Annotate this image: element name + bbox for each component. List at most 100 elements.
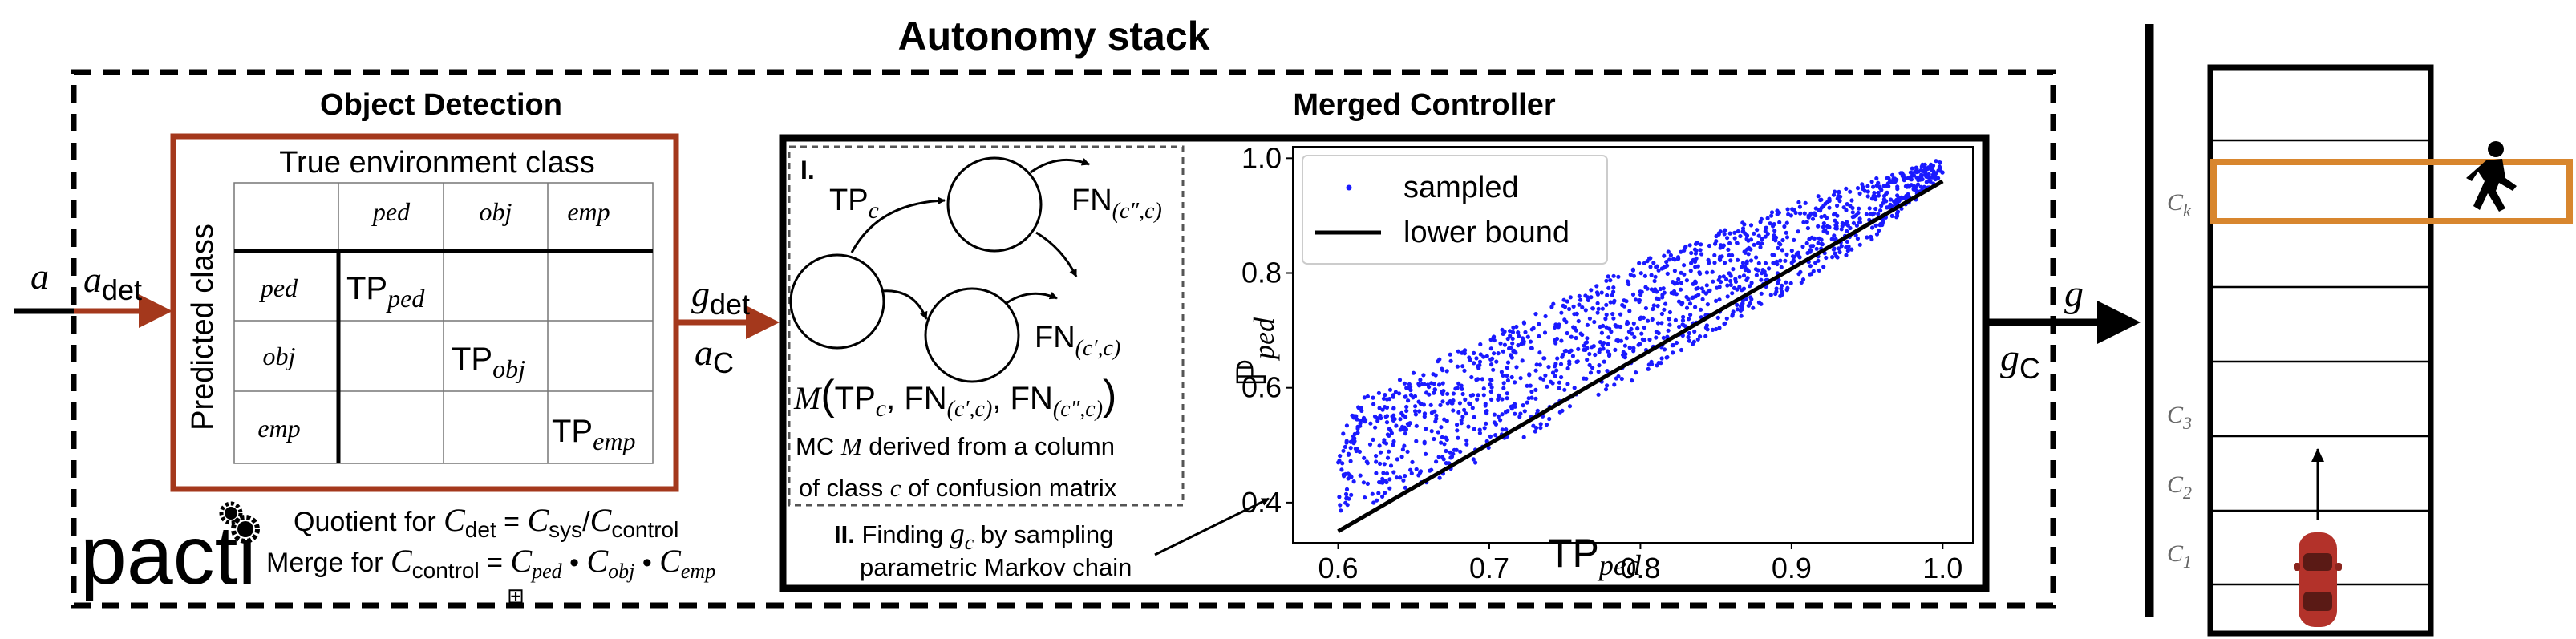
sampled-point [1819, 197, 1824, 202]
sampled-point [1855, 237, 1860, 241]
sampled-point [1662, 253, 1667, 258]
sampled-point [1668, 253, 1673, 257]
sampled-point [1546, 365, 1551, 370]
sampled-point [1936, 176, 1941, 180]
sampled-point [1589, 288, 1594, 293]
sampled-point [1439, 440, 1444, 445]
sampled-point [1649, 287, 1654, 292]
sampled-point [1906, 184, 1911, 189]
sampled-point [1874, 176, 1879, 181]
sampled-point [1613, 323, 1618, 328]
sampled-point [1817, 268, 1821, 273]
sampled-point [1796, 272, 1801, 277]
sampled-point [1383, 405, 1387, 410]
sampled-point [1857, 242, 1862, 247]
sampled-point [1714, 298, 1719, 303]
sampled-point [1927, 175, 1933, 180]
scatter-chart: 0.6 0.7 0.8 0.9 1.0 0.40.60.81.0 TPped ℙped … [1229, 141, 1974, 584]
sampled-point [1723, 228, 1727, 233]
sampled-point [1416, 473, 1421, 478]
sampled-point [1906, 192, 1910, 196]
sampled-point [1663, 265, 1667, 269]
sampled-point [1428, 468, 1432, 473]
sampled-point [1574, 335, 1578, 341]
sampled-point [1806, 215, 1811, 220]
sampled-point [1521, 320, 1526, 325]
markov-model-expression: M(TPc, FN(c′,c), FN(c″,c)) [793, 372, 1116, 422]
sampled-point [1523, 330, 1528, 334]
sampled-point [1687, 317, 1691, 322]
sampled-point [1648, 265, 1653, 269]
sampled-point [1596, 392, 1601, 397]
sampled-point [1605, 369, 1610, 374]
sampled-point [1869, 180, 1874, 184]
sampled-point [1502, 342, 1507, 347]
sampled-point [1587, 362, 1592, 367]
sampled-point [1637, 261, 1642, 265]
sampled-point [1814, 246, 1819, 251]
sampled-point [1845, 229, 1849, 233]
sampled-point [1724, 277, 1729, 282]
sampled-point [1773, 238, 1778, 243]
sampled-point [1763, 234, 1768, 239]
sampled-point [1510, 336, 1515, 341]
sampled-point [1832, 246, 1837, 251]
sampled-point [1673, 317, 1678, 322]
sampled-point [1414, 423, 1419, 428]
sampled-point [1348, 439, 1353, 444]
sampled-point [1898, 171, 1903, 176]
sampled-point [1688, 269, 1693, 273]
sampled-point [1406, 398, 1411, 403]
sampled-point [1857, 220, 1862, 224]
sampled-point [1467, 355, 1472, 360]
sampled-point [1631, 349, 1636, 354]
sampled-point [1690, 295, 1695, 300]
sampled-point [1716, 277, 1721, 282]
sampled-point [1700, 297, 1705, 301]
sampled-point [1478, 352, 1483, 357]
sampled-point [1351, 414, 1356, 419]
sampled-point [1508, 334, 1513, 338]
sampled-point [1351, 437, 1355, 442]
sampled-point [1721, 274, 1726, 279]
x-axis-label: TPped [1548, 531, 1642, 581]
sampled-point [1365, 394, 1370, 399]
sampled-point [1371, 437, 1375, 443]
sampled-point [1528, 383, 1533, 388]
sampled-point [1689, 250, 1694, 256]
sampled-point [1881, 184, 1886, 188]
sampled-point [1823, 228, 1828, 233]
sampled-point [1930, 164, 1936, 168]
sampled-point [1511, 403, 1516, 408]
sampled-point [1380, 480, 1385, 485]
sampled-point [1825, 224, 1829, 229]
sampled-point [1500, 427, 1505, 432]
sampled-point [1448, 352, 1452, 357]
sampled-point [1707, 243, 1711, 249]
sampled-point [1717, 285, 1722, 289]
sampled-point [1505, 336, 1510, 342]
sampled-point [1748, 258, 1754, 263]
sampled-point [1844, 253, 1849, 257]
sampled-point [1577, 302, 1582, 307]
sampled-point [1418, 469, 1424, 474]
sampled-point [1553, 322, 1558, 327]
sampled-point [1711, 279, 1715, 284]
sampled-point [1841, 205, 1846, 210]
sampled-point [1769, 210, 1775, 215]
sampled-point [1505, 360, 1511, 365]
markov-edge-fn-fn1 [1006, 291, 1058, 305]
sampled-point [1477, 427, 1482, 432]
sampled-point [1802, 211, 1807, 216]
sampled-point [1790, 254, 1796, 259]
sampled-point [1771, 261, 1776, 265]
sampled-point [1794, 251, 1799, 256]
sampled-point [1762, 269, 1767, 274]
y-axis-label: ℙped [1229, 317, 1280, 387]
sampled-point [1538, 425, 1543, 431]
sampled-point [1401, 478, 1406, 483]
sampled-point [1371, 402, 1376, 406]
sampled-point [1730, 253, 1735, 257]
sampled-point [1525, 400, 1529, 405]
sampled-point [1436, 430, 1440, 435]
